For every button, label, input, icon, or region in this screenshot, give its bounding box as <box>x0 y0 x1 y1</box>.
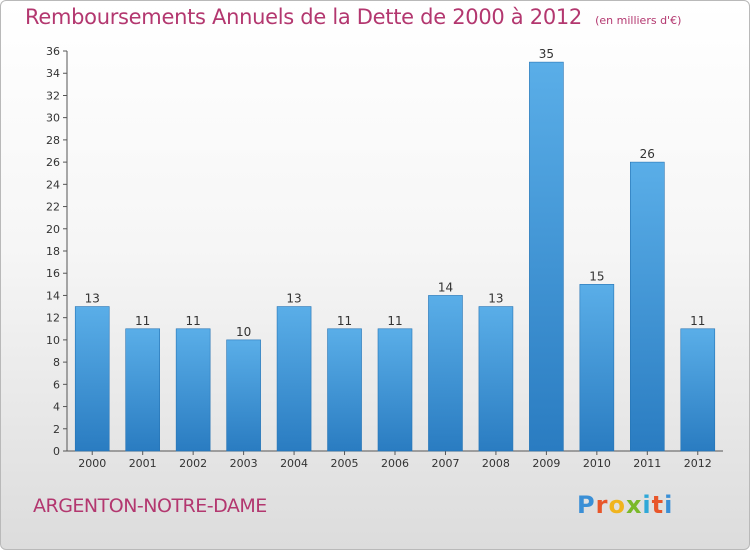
y-tick-label: 10 <box>46 334 60 347</box>
y-tick-label: 28 <box>46 134 60 147</box>
data-label: 13 <box>85 292 100 306</box>
y-tick-label: 22 <box>46 201 60 214</box>
chart-unit: (en milliers d'€) <box>595 14 682 27</box>
x-tick-label: 2003 <box>230 457 258 470</box>
x-tick-label: 2005 <box>331 457 359 470</box>
y-tick-label: 30 <box>46 112 60 125</box>
x-tick-label: 2009 <box>532 457 560 470</box>
data-label: 35 <box>539 47 554 61</box>
data-label: 26 <box>640 147 655 161</box>
bar <box>428 295 463 452</box>
x-tick-label: 2006 <box>381 457 409 470</box>
y-tick-label: 16 <box>46 267 60 280</box>
bar <box>125 328 160 452</box>
chart-labels: 2000 13 2001 11 2002 11 2003 10 2004 13 2005 11 2006… <box>78 47 712 470</box>
brand-letter: i <box>664 491 674 519</box>
bar <box>175 328 211 452</box>
data-label: 11 <box>337 314 352 328</box>
y-tick-label: 26 <box>46 156 60 169</box>
bar <box>529 61 564 452</box>
x-tick-label: 2012 <box>684 457 712 470</box>
bar <box>579 284 615 452</box>
y-tick-label: 32 <box>46 89 60 102</box>
bar <box>226 339 261 452</box>
brand-letter: x <box>625 491 643 519</box>
y-tick-label: 36 <box>46 45 60 58</box>
y-tick-label: 20 <box>46 223 60 236</box>
bar <box>327 328 362 452</box>
data-label: 11 <box>690 314 705 328</box>
y-tick-label: 18 <box>46 245 60 258</box>
brand-letter: P <box>577 491 596 519</box>
y-tick-label: 24 <box>46 178 60 191</box>
bar <box>680 328 716 452</box>
brand-letter: r <box>595 491 609 519</box>
bar <box>630 161 665 452</box>
bar <box>276 306 312 452</box>
data-label: 15 <box>589 269 604 283</box>
chart-bars <box>74 61 716 452</box>
y-tick-label: 34 <box>46 67 60 80</box>
x-tick-label: 2001 <box>129 457 157 470</box>
bar <box>74 306 110 452</box>
y-tick-label: 14 <box>46 289 60 302</box>
brand-letter: i <box>642 491 652 519</box>
x-tick-label: 2000 <box>78 457 106 470</box>
x-tick-label: 2008 <box>482 457 510 470</box>
commune-name: ARGENTON-NOTRE-DAME <box>33 495 267 517</box>
data-label: 13 <box>488 292 503 306</box>
bar <box>377 328 413 452</box>
data-label: 13 <box>286 292 301 306</box>
y-tick-label: 0 <box>53 445 60 458</box>
brand-letter: o <box>608 491 626 519</box>
data-label: 11 <box>387 314 402 328</box>
y-tick-label: 2 <box>53 423 60 436</box>
brand-letter: t <box>651 491 665 519</box>
chart-title: Remboursements Annuels de la Dette de 20… <box>25 5 582 29</box>
data-label: 11 <box>186 314 201 328</box>
brand-logo: Proxiti <box>577 491 673 519</box>
x-tick-label: 2002 <box>179 457 207 470</box>
y-tick-label: 6 <box>53 378 60 391</box>
data-label: 11 <box>135 314 150 328</box>
data-label: 14 <box>438 280 453 294</box>
data-label: 10 <box>236 325 251 339</box>
y-tick-label: 4 <box>53 401 60 414</box>
title-row: Remboursements Annuels de la Dette de 20… <box>25 5 681 29</box>
x-tick-label: 2010 <box>583 457 611 470</box>
x-tick-label: 2011 <box>633 457 661 470</box>
x-tick-label: 2007 <box>431 457 459 470</box>
x-tick-label: 2004 <box>280 457 308 470</box>
y-tick-label: 12 <box>46 312 60 325</box>
y-tick-label: 8 <box>53 356 60 369</box>
bar <box>478 306 514 452</box>
